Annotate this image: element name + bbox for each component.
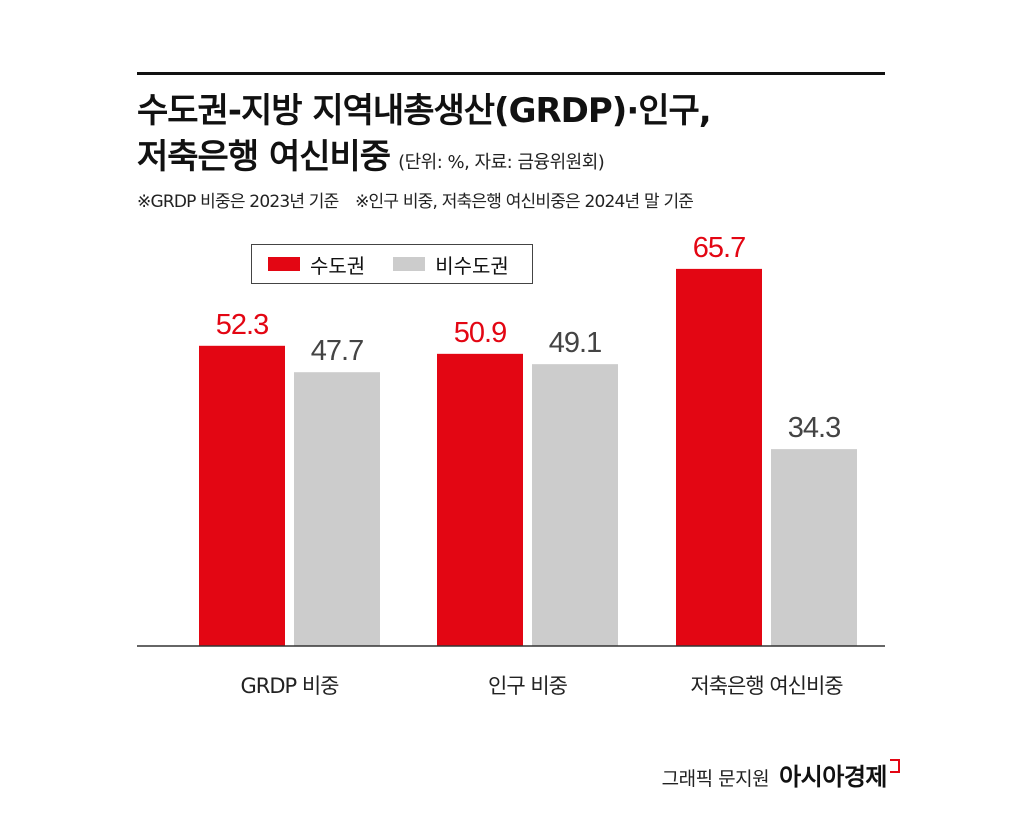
top-rule (137, 72, 885, 75)
legend-item-non-capital: 비수도권 (393, 250, 509, 279)
brand-logo: 아시아경제 (779, 763, 887, 791)
legend-label-non-capital: 비수도권 (435, 253, 509, 278)
bar-non-capital-0 (294, 372, 380, 646)
category-label-1: 인구 비중 (488, 674, 568, 698)
unit-source-text: (단위: %, 자료: 금융위원회) (398, 152, 605, 173)
title-line-1: 수도권-지방 지역내총생산(GRDP)·인구, (137, 91, 712, 131)
data-label-capital-0: 52.3 (216, 309, 268, 341)
bar-capital-2 (676, 268, 762, 646)
footnote-population-loans: ※인구 비중, 저축은행 여신비중은 2024년 말 기준 (355, 192, 694, 212)
data-label-non-capital-0: 47.7 (311, 335, 363, 367)
bar-capital-0 (199, 345, 285, 646)
chart-title: 수도권-지방 지역내총생산(GRDP)·인구, 저축은행 여신비중 (단위: %,… (137, 88, 897, 186)
legend-swatch-non-capital (393, 257, 426, 271)
brand-mark-icon (890, 759, 900, 773)
legend-swatch-capital (268, 257, 300, 271)
data-label-capital-2: 65.7 (693, 232, 745, 264)
bar-non-capital-2 (771, 449, 857, 646)
footnote: ※GRDP 비중은 2023년 기준 ※인구 비중, 저축은행 여신비중은 20… (137, 187, 694, 212)
category-label-0: GRDP 비중 (240, 674, 339, 698)
title-line-2: 저축은행 여신비중 (137, 137, 391, 177)
category-label-2: 저축은행 여신비중 (690, 674, 843, 698)
bar-capital-1 (437, 353, 523, 646)
data-label-non-capital-2: 34.3 (788, 412, 840, 444)
data-label-capital-1: 50.9 (454, 317, 506, 349)
legend-label-capital: 수도권 (310, 253, 366, 278)
graphic-credit: 그래픽 문지원 (661, 768, 770, 790)
footnote-grdp: ※GRDP 비중은 2023년 기준 (137, 192, 339, 212)
legend-item-capital: 수도권 (268, 250, 365, 279)
legend: 수도권 비수도권 (251, 244, 533, 284)
footer: 그래픽 문지원 아시아경제 (662, 757, 900, 792)
data-label-non-capital-1: 49.1 (549, 327, 601, 359)
bar-non-capital-1 (532, 364, 618, 646)
